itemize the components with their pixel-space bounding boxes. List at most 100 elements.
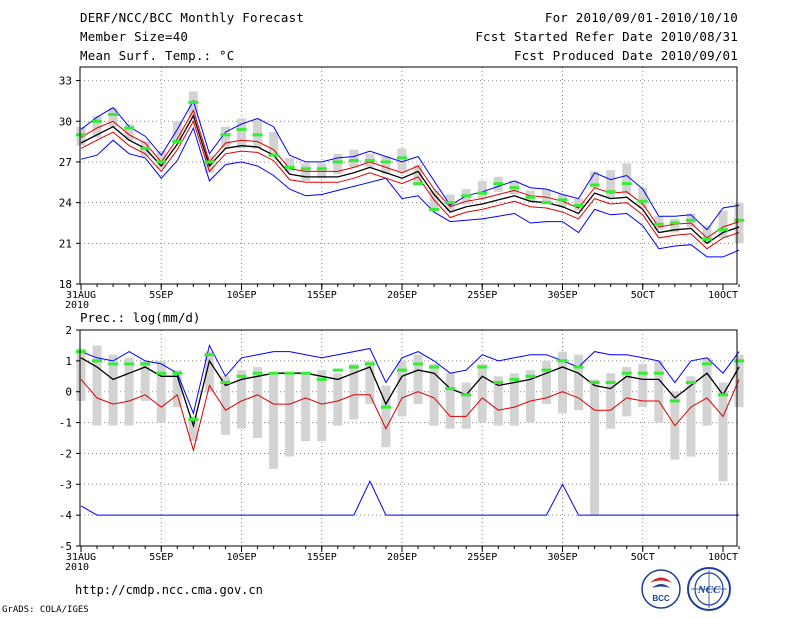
prec-range-bar (333, 373, 343, 426)
temp-range-bar (317, 163, 327, 179)
temp-x-tick-label: 10OCT (708, 290, 738, 301)
temp-series-min (80, 99, 740, 231)
prec-range-bar (253, 367, 263, 438)
prec-x-tick-label: 5OCT (631, 552, 655, 563)
forecast-produced-date: Fcst Produced Date 2010/09/01 (513, 48, 738, 63)
prec-y-tick-label: 2 (65, 324, 72, 337)
temp-x-tick-label: 25SEP (467, 290, 497, 301)
temp-year-label: 2010 (65, 300, 89, 311)
prec-range-bar (445, 373, 455, 429)
ncc-logo: NCC (687, 567, 731, 611)
prec-range-bar (574, 354, 584, 411)
prec-range-bar (558, 351, 567, 414)
temp-range-bar (702, 225, 712, 244)
member-size-label: Member Size=40 (80, 29, 189, 44)
temp-y-tick-label: 18 (59, 278, 72, 291)
prec-range-bar (509, 373, 519, 426)
temp-range-bar (237, 118, 246, 149)
temp-series-mean (80, 114, 740, 245)
prec-range-bar (269, 373, 279, 469)
prec-x-tick-label: 5SEP (149, 552, 173, 563)
forecast-title: DERF/NCC/BCC Monthly Forecast (80, 10, 305, 25)
temp-x-tick-label: 5OCT (631, 290, 655, 301)
prec-x-tick-label: 20SEP (387, 552, 417, 563)
temp-x-tick-label: 31AUG (66, 290, 96, 301)
prec-range-bar (525, 370, 535, 423)
temp-range-bar (172, 121, 182, 142)
temp-range-bar (124, 123, 134, 141)
prec-range-bar (638, 363, 648, 408)
temp-x-tick-label: 10SEP (226, 290, 256, 301)
temp-x-tick-label: 5SEP (149, 290, 173, 301)
temp-range-bar (285, 157, 295, 172)
temp-range-bar (188, 91, 198, 119)
prec-year-label: 2010 (65, 562, 89, 573)
temp-range-bar (269, 132, 279, 154)
bcc-logo-text: BCC (652, 594, 670, 603)
temp-x-tick-label: 30SEP (547, 290, 577, 301)
temp-series-max (80, 126, 740, 258)
temp-range-bar (156, 151, 166, 169)
prec-series-min (80, 379, 740, 453)
prec-range-bar (461, 382, 471, 429)
prec-y-tick-label: -4 (59, 509, 73, 522)
temp-range-bar (541, 189, 551, 203)
ncc-logo-text: NCC (697, 584, 721, 596)
prec-range-bar (92, 345, 102, 426)
temp-range-bar (413, 164, 423, 184)
prec-range-bar (285, 373, 295, 457)
temp-x-tick-label: 20SEP (387, 290, 417, 301)
prec-range-bar (590, 379, 600, 516)
prec-range-bar (365, 360, 375, 405)
prec-range-bar (204, 351, 214, 392)
temp-y-tick-label: 27 (59, 156, 72, 169)
prec-panel-title: Prec.: log(mm/d) (80, 310, 200, 325)
prec-range-bar (108, 354, 118, 426)
prec-range-bar (220, 376, 230, 435)
temp-y-tick-label: 30 (59, 115, 72, 128)
temp-range-bar (718, 210, 728, 238)
temp-series-spread-low (80, 120, 740, 250)
prec-plot-frame (79, 329, 738, 547)
prec-range-bar (493, 376, 503, 426)
temp-range-bar (606, 170, 616, 199)
temp-range-bar (220, 126, 230, 149)
prec-series-mean (80, 357, 740, 429)
temp-y-tick-label: 21 (59, 237, 72, 250)
prec-range-bar (237, 370, 246, 429)
prec-range-bar (124, 357, 134, 426)
prec-range-bar (349, 363, 359, 420)
prec-range-bar (686, 376, 696, 457)
grads-credit: GrADS: COLA/IGES (2, 605, 89, 615)
prec-range-bar (654, 360, 664, 423)
prec-y-tick-label: -2 (59, 447, 72, 460)
prec-x-tick-label: 10SEP (226, 552, 256, 563)
source-url[interactable]: http://cmdp.ncc.cma.gov.cn (75, 583, 263, 597)
prec-range-bar (140, 360, 150, 401)
forecast-start-date: Fcst Started Refer Date 2010/08/31 (475, 29, 738, 44)
prec-y-tick-label: -3 (59, 478, 72, 491)
prec-x-tick-label: 10OCT (708, 552, 738, 563)
temp-y-tick-label: 33 (59, 75, 72, 88)
prec-range-bar (702, 357, 712, 426)
prec-range-bar (301, 373, 311, 442)
variable-label: Mean Surf. Temp.: °C (80, 48, 235, 63)
prec-range-bar (734, 354, 744, 408)
temp-range-bar (349, 149, 359, 168)
temp-range-bar (590, 171, 600, 188)
temp-range-bar (670, 218, 680, 233)
prec-range-bar (622, 367, 632, 417)
prec-range-bar (317, 370, 327, 442)
temp-range-bar (638, 187, 648, 209)
prec-range-bar (381, 385, 391, 448)
temp-range-bar (622, 163, 632, 195)
prec-range-bar (76, 348, 86, 401)
prec-series-max (80, 343, 740, 415)
temp-range-bar (477, 180, 487, 199)
prec-range-bar (429, 363, 439, 426)
temp-range-bar (108, 107, 118, 127)
temp-y-tick-label: 24 (59, 197, 73, 210)
prec-x-tick-label: 15SEP (307, 552, 337, 563)
prec-y-tick-label: -1 (59, 417, 72, 430)
